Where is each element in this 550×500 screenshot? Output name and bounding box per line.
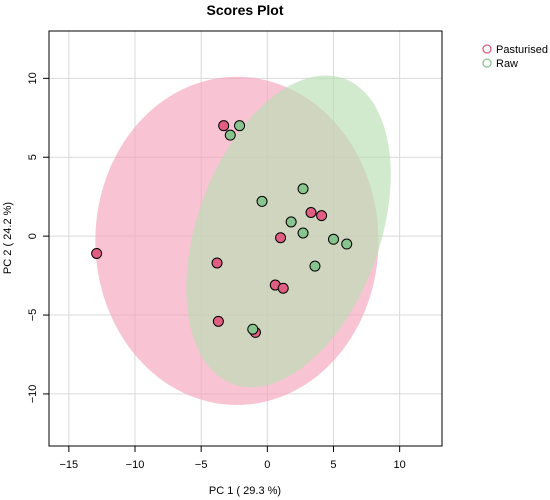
point-raw: [285, 216, 297, 228]
legend-label-raw: Raw: [496, 58, 518, 70]
x-axis-ticks: −15 −10 −5 0 5 10: [60, 446, 406, 471]
x-tick-label: −10: [126, 459, 145, 471]
point-raw: [224, 129, 236, 141]
x-tick-label: 0: [264, 459, 270, 471]
x-tick-label: −15: [60, 459, 79, 471]
x-tick-label: 10: [394, 459, 406, 471]
legend-marker-pasturised: [482, 44, 492, 54]
point-pasturised: [212, 315, 224, 327]
point-pasturised: [277, 282, 289, 294]
legend: Pasturised Raw: [482, 44, 548, 70]
point-pasturised: [211, 257, 223, 269]
point-raw: [247, 323, 259, 335]
point-raw: [297, 227, 309, 239]
legend-marker-raw: [482, 58, 492, 68]
point-raw: [234, 120, 246, 132]
point-pasturised: [305, 206, 317, 218]
x-tick-label: −5: [195, 459, 208, 471]
point-raw: [297, 183, 309, 195]
x-axis-label: PC 1 ( 29.3 %): [209, 485, 281, 497]
y-tick-label: 10: [27, 72, 39, 84]
y-axis-ticks: −10 −5 0 5 10: [27, 72, 49, 403]
point-pasturised: [91, 247, 103, 259]
y-axis-label: PC 2 ( 24.2 %): [2, 202, 14, 274]
point-pasturised: [218, 120, 230, 132]
y-tick-label: 5: [27, 154, 39, 160]
x-tick-label: 5: [330, 459, 336, 471]
y-tick-label: −10: [27, 385, 39, 404]
point-raw: [327, 233, 339, 245]
y-tick-label: −5: [27, 309, 39, 322]
plot-frame: [48, 30, 443, 447]
point-pasturised: [275, 232, 287, 244]
chart-title: Scores Plot: [206, 2, 283, 18]
point-pasturised: [316, 210, 328, 222]
ellipse-raw: [186, 75, 391, 388]
point-raw: [341, 238, 353, 250]
confidence-ellipses: [95, 75, 391, 405]
data-points: [91, 120, 353, 338]
y-tick-label: 0: [27, 233, 39, 239]
point-raw: [256, 195, 268, 207]
point-raw: [309, 260, 321, 272]
legend-label-pasturised: Pasturised: [496, 44, 548, 56]
